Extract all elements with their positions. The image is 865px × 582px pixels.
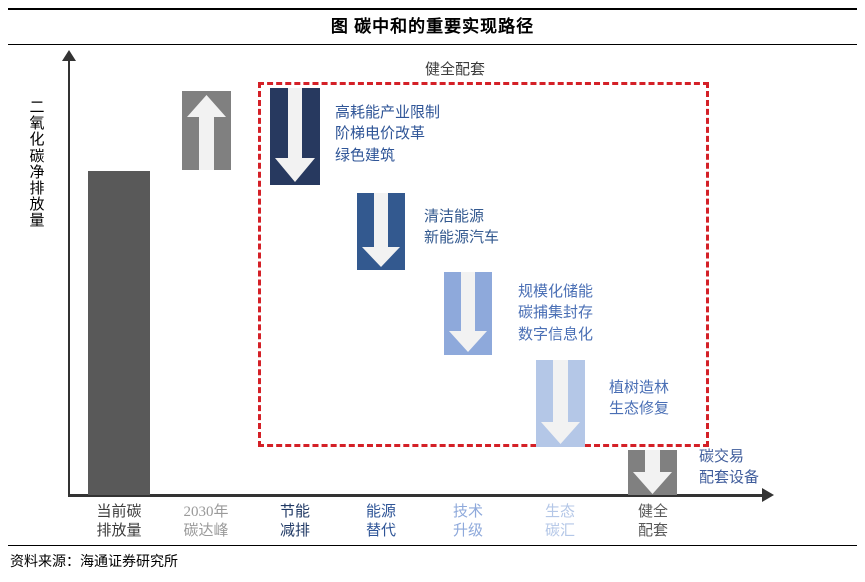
callout-line: 规模化储能 [518,284,594,300]
callout-line: 生态修复 [609,401,670,418]
arrow-box-energy-substitution [357,193,405,270]
grouping-dashed-box [258,82,709,447]
x-label-line: 碳达峰 [183,522,229,539]
x-label-line: 节能 [279,504,310,520]
callout-energy-substitution: 清洁能源 新能源汽车 [424,207,499,250]
y-axis-title: 二氧化碳净排放量 [29,100,45,230]
callout-line: 配套设备 [699,470,760,487]
x-axis-label-energy-substitution: 能源 替代 [339,503,423,541]
title-rule-top [8,8,857,10]
x-label-line: 当前碳 [96,504,142,520]
arrow-down-icon [541,360,580,444]
callout-line: 绿色建筑 [335,147,396,164]
x-label-line: 替代 [365,522,396,539]
title-rule-bottom [8,44,857,45]
arrow-down-icon [362,193,400,267]
x-label-line: 配套 [637,522,668,539]
callout-line: 清洁能源 [424,209,485,225]
arrow-down-icon [449,272,487,352]
figure-title: 图 碳中和的重要实现路径 [330,17,535,36]
x-label-line: 生态 [544,504,575,520]
x-axis-label-current-emissions: 当前碳 排放量 [77,503,161,541]
source-rule [8,545,857,546]
bar-current-emissions [88,171,150,495]
x-label-line: 健全 [637,504,668,520]
callout-line: 碳交易 [699,449,745,465]
callout-line: 新能源汽车 [424,230,500,247]
x-axis-label-technology-upgrade: 技术 升级 [426,503,510,541]
callout-technology-upgrade: 规模化储能 碳捕集封存 数字信息化 [518,282,593,346]
arrow-up-icon [187,95,226,170]
arrow-box-2030-peak [182,91,231,170]
x-label-line: 技术 [452,504,483,520]
arrow-down-icon [633,450,672,494]
x-label-line: 排放量 [96,522,142,539]
arrow-down-icon [275,88,315,182]
callout-supporting-infrastructure: 碳交易 配套设备 [699,447,759,490]
callout-carbon-sink: 植树造林 生态修复 [609,378,669,421]
arrow-box-technology-upgrade [444,272,492,355]
x-axis-label-energy-saving: 节能 减排 [253,503,337,541]
x-label-line: 碳汇 [544,522,575,539]
x-label-line: 减排 [279,522,310,539]
callout-line: 高耗能产业限制 [335,105,441,121]
callout-energy-saving: 高耗能产业限制 阶梯电价改革 绿色建筑 [335,103,440,167]
callout-line: 植树造林 [609,380,670,396]
x-axis-label-supporting-infrastructure: 健全 配套 [611,503,695,541]
arrow-box-supporting-infrastructure [628,450,677,495]
callout-line: 数字信息化 [518,326,594,343]
y-axis-line [68,58,70,496]
grouping-box-label: 健全配套 [425,62,486,78]
x-label-line: 能源 [365,504,396,520]
callout-line: 阶梯电价改革 [335,126,426,143]
x-axis-label-carbon-sink: 生态 碳汇 [518,503,602,541]
x-label-line: 2030年 [183,504,229,520]
source-note: 资料来源：海通证券研究所 [10,555,178,570]
callout-line: 碳捕集封存 [518,305,594,322]
x-axis-label-2030-peak: 2030年 碳达峰 [164,503,248,541]
x-axis-line [68,494,765,497]
x-label-line: 升级 [452,522,483,539]
arrow-box-carbon-sink [536,360,585,447]
arrow-box-energy-saving [270,88,320,185]
y-axis-arrowhead-icon [62,50,76,61]
x-axis-arrowhead-icon [762,488,774,502]
